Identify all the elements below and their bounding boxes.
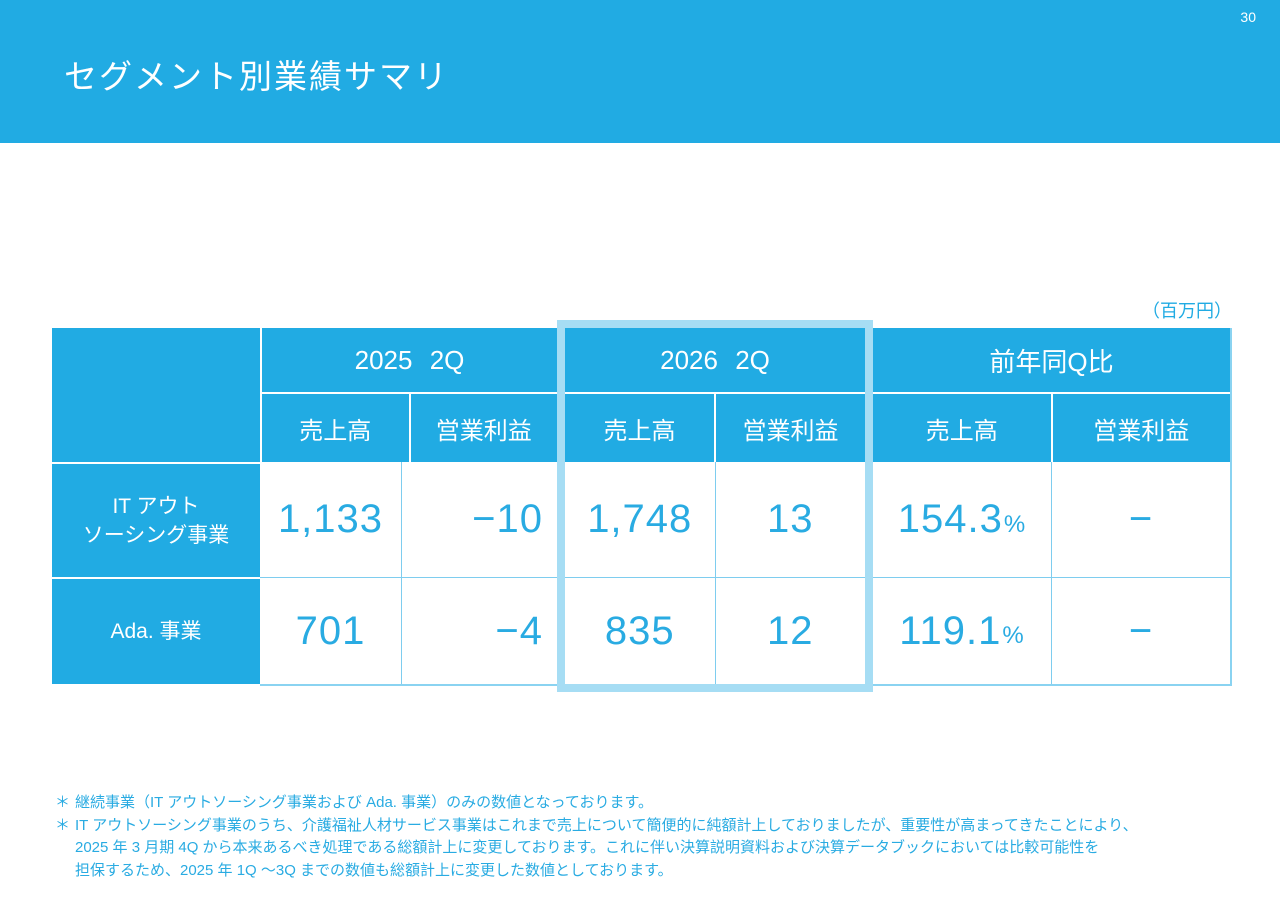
footnote-line: 2025 年 3 月期 4Q から本来あるべき処理である総額計上に変更しておりま…	[75, 839, 1100, 856]
subheader-sales: 売上高	[299, 417, 372, 445]
table-row: 154.3% −	[873, 462, 1230, 577]
cell-yoy-sales-it: 154.3%	[873, 462, 1051, 577]
group-header-2026-2q: 2026 2Q	[565, 328, 865, 394]
table-row: 1,133 −10	[260, 462, 557, 577]
table-row: 1,748 13	[565, 462, 865, 577]
footnote-line: 担保するため、2025 年 1Q ～3Q までの数値も総額計上に変更した数値とし…	[75, 861, 673, 879]
footnote-marker: ＊	[55, 794, 71, 811]
header-bar: セグメント別業績サマリ 30	[0, 0, 1280, 143]
cell-2025-sales-ada: 701	[295, 608, 366, 653]
subheader-row-2025: 売上高 営業利益	[260, 394, 557, 462]
cell-2025-profit-ada: −4	[401, 578, 557, 684]
percent-suffix: %	[1002, 622, 1025, 649]
group-yoy-comparison: 前年同Q比 売上高 営業利益 154.3% − 119.1% −	[873, 328, 1232, 686]
footnote-2: ＊ IT アウトソーシング事業のうち、介護福祉人材サービス事業はこれまで売上につ…	[55, 815, 1138, 883]
cell-yoy-profit-it: −	[1051, 462, 1230, 577]
subheader-operating-profit: 営業利益	[1050, 394, 1231, 462]
cell-2026-profit-ada: 12	[714, 578, 866, 684]
subheader-sales: 売上高	[603, 417, 676, 445]
footnotes: ＊ 継続事業（IT アウトソーシング事業および Ada. 事業）のみの数値となっ…	[55, 792, 1138, 882]
yoy-value: 119.1	[899, 608, 1002, 653]
row-label-column: IT アウト ソーシング事業 Ada. 事業	[52, 328, 260, 684]
cell-2026-sales-it: 1,748	[587, 497, 693, 541]
cell-2025-sales-it: 1,133	[277, 497, 384, 541]
cell-2026-profit-it: 13	[714, 462, 866, 577]
footnote-text: 継続事業（IT アウトソーシング事業および Ada. 事業）のみの数値となってお…	[75, 792, 653, 815]
subheader-operating-profit: 営業利益	[408, 394, 558, 462]
page-number: 30	[1240, 9, 1256, 25]
segment-results-table: IT アウト ソーシング事業 Ada. 事業 2025 2Q 売上高 営業利益 …	[52, 320, 1232, 692]
row-label-line: ソーシング事業	[82, 523, 230, 547]
page-title: セグメント別業績サマリ	[64, 58, 449, 95]
table-row: 835 12	[565, 577, 865, 684]
row-label-it-outsourcing: IT アウト ソーシング事業	[52, 462, 260, 577]
table-row: 701 −4	[260, 577, 557, 684]
group-header-yoy: 前年同Q比	[873, 328, 1230, 394]
footnote-1: ＊ 継続事業（IT アウトソーシング事業および Ada. 事業）のみの数値となっ…	[55, 792, 1138, 815]
table-corner-cell	[52, 328, 260, 462]
footnote-text: IT アウトソーシング事業のうち、介護福祉人材サービス事業はこれまで売上について…	[75, 815, 1138, 883]
row-label-line: Ada. 事業	[110, 620, 202, 643]
row-label-ada: Ada. 事業	[52, 577, 260, 684]
group-header-2025-2q: 2025 2Q	[260, 328, 557, 394]
footnote-line: 継続事業（IT アウトソーシング事業および Ada. 事業）のみの数値となってお…	[75, 794, 653, 811]
unit-label: （百万円）	[1142, 301, 1232, 321]
subheader-operating-profit: 営業利益	[714, 394, 865, 462]
group-2025-2q: 2025 2Q 売上高 営業利益 1,133 −10 701 −4	[260, 328, 557, 686]
highlight-box-2026-2q: 2026 2Q 売上高 営業利益 1,748 13 835 12	[557, 320, 873, 692]
table-row: 119.1% −	[873, 577, 1230, 684]
cell-2025-profit-it: −10	[401, 462, 557, 577]
row-label-line: IT アウト	[112, 494, 200, 518]
subheader-row-yoy: 売上高 営業利益	[873, 394, 1230, 462]
footnote-line: IT アウトソーシング事業のうち、介護福祉人材サービス事業はこれまで売上について…	[75, 816, 1138, 834]
cell-2026-sales-ada: 835	[604, 608, 675, 653]
cell-yoy-profit-ada: −	[1051, 578, 1230, 684]
subheader-sales: 売上高	[925, 417, 998, 445]
footnote-marker: ＊	[55, 816, 71, 834]
cell-yoy-sales-ada: 119.1%	[873, 578, 1051, 684]
percent-suffix: %	[1003, 510, 1027, 538]
group-2026-2q: 2026 2Q 売上高 営業利益 1,748 13 835 12	[565, 328, 865, 684]
yoy-value: 154.3	[897, 497, 1003, 541]
subheader-row-2026: 売上高 営業利益	[565, 394, 865, 462]
